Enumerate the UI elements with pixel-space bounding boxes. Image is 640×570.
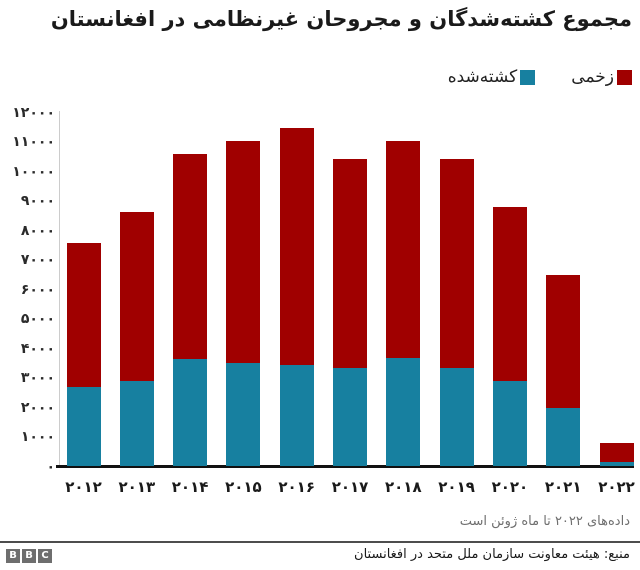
killed-segment-2019 — [439, 367, 474, 467]
killed-segment-2013 — [119, 381, 154, 467]
bbc-logo-letter: B — [6, 549, 20, 563]
x-axis-tick-label-2012: ۲۰۱۲ — [65, 478, 102, 496]
bar-2020 — [492, 207, 527, 467]
injured-segment-2022 — [599, 442, 634, 463]
killed-segment-2016 — [279, 364, 314, 467]
injured-segment-2014 — [173, 154, 208, 359]
y-axis-tick-label: ۱۲۰۰۰ — [12, 105, 55, 121]
x-axis-tick-label-2013: ۲۰۱۳ — [118, 478, 156, 496]
injured-segment-2020 — [492, 207, 527, 382]
y-axis-tick-label: ۴۰۰۰ — [20, 340, 55, 357]
bar-2015 — [226, 140, 261, 467]
injured-segment-2019 — [439, 158, 474, 368]
injured-color-swatch — [617, 70, 632, 85]
bar-2018 — [386, 140, 421, 467]
bbc-logo-letter: B — [22, 549, 36, 563]
bar-2022 — [599, 442, 634, 467]
bar-2019 — [439, 158, 474, 467]
killed-segment-2015 — [226, 363, 261, 467]
bar-2017 — [333, 158, 367, 467]
y-axis-line — [59, 111, 60, 466]
bar-2016 — [279, 127, 314, 467]
y-axis-tick-label: ۰ — [46, 458, 55, 475]
chart-footnote: داده‌های ۲۰۲۲ تا ماه ژوئن است — [459, 514, 630, 529]
x-axis-tick-label-2021: ۲۰۲۱ — [544, 478, 582, 496]
killed-segment-2014 — [173, 358, 208, 467]
injured-segment-2012 — [66, 242, 101, 387]
killed-color-swatch — [520, 70, 536, 85]
source-credit: منبع: هیئت معاونت سازمان ملل متحد در افغ… — [354, 547, 630, 562]
page-title: مجموع کشته‌شدگان و مجروحان غیرنظامی در ا… — [50, 7, 632, 31]
injured-segment-2013 — [119, 211, 154, 382]
bbc-logo-letter: C — [38, 549, 52, 563]
killed-segment-2020 — [492, 381, 527, 467]
killed-segment-2022 — [599, 462, 634, 467]
y-axis-tick-label: ۲۰۰۰ — [20, 399, 55, 416]
bbc-logo: B B C — [6, 549, 52, 563]
legend-item-injured: زخمی — [571, 69, 632, 86]
y-axis-tick-label: ۸۰۰۰ — [20, 222, 55, 239]
injured-segment-2015 — [226, 140, 261, 364]
x-axis-tick-label-2018: ۲۰۱۸ — [384, 478, 422, 496]
bar-2014 — [173, 154, 208, 467]
bar-2012 — [66, 242, 101, 467]
injured-segment-2016 — [279, 127, 314, 365]
x-axis-tick-label-2020: ۲۰۲۰ — [491, 478, 529, 496]
y-axis-tick-label: ۱۱۰۰۰ — [12, 134, 55, 151]
bar-2013 — [119, 211, 154, 467]
killed-segment-2021 — [546, 407, 581, 467]
chart-legend: زخمی کشته‌شده — [448, 69, 632, 86]
y-axis-tick-label: ۵۰۰۰ — [20, 311, 55, 328]
x-axis-tick-label-2019: ۲۰۱۹ — [438, 478, 475, 496]
y-axis-tick-label: ۱۰۰۰ — [20, 429, 55, 446]
y-axis-tick-label: ۱۰۰۰۰ — [12, 163, 55, 180]
injured-segment-2018 — [386, 140, 421, 358]
x-axis-tick-label-2014: ۲۰۱۴ — [171, 478, 209, 496]
injured-segment-2017 — [333, 158, 367, 368]
killed-segment-2017 — [333, 367, 367, 467]
x-axis-tick-label-2022: ۲۰۲۲ — [598, 478, 635, 496]
killed-segment-2012 — [66, 386, 101, 467]
y-axis-tick-label: ۷۰۰۰ — [20, 252, 55, 269]
y-axis-tick-label: ۶۰۰۰ — [20, 281, 55, 298]
legend-label-killed: کشته‌شده — [447, 67, 518, 87]
killed-segment-2018 — [386, 357, 421, 467]
x-axis-baseline — [56, 465, 634, 468]
bar-2021 — [546, 275, 581, 467]
y-axis-tick-label: ۳۰۰۰ — [20, 370, 55, 387]
x-axis-tick-label-2015: ۲۰۱۵ — [225, 478, 262, 496]
y-axis-tick-label: ۹۰۰۰ — [20, 193, 55, 210]
x-axis-tick-label-2016: ۲۰۱۶ — [278, 478, 315, 496]
x-axis-tick-label-2017: ۲۰۱۷ — [331, 478, 369, 496]
injured-segment-2021 — [546, 275, 581, 408]
footer-divider — [0, 541, 640, 543]
legend-label-injured: زخمی — [571, 67, 614, 87]
legend-item-killed: کشته‌شده — [448, 69, 536, 86]
